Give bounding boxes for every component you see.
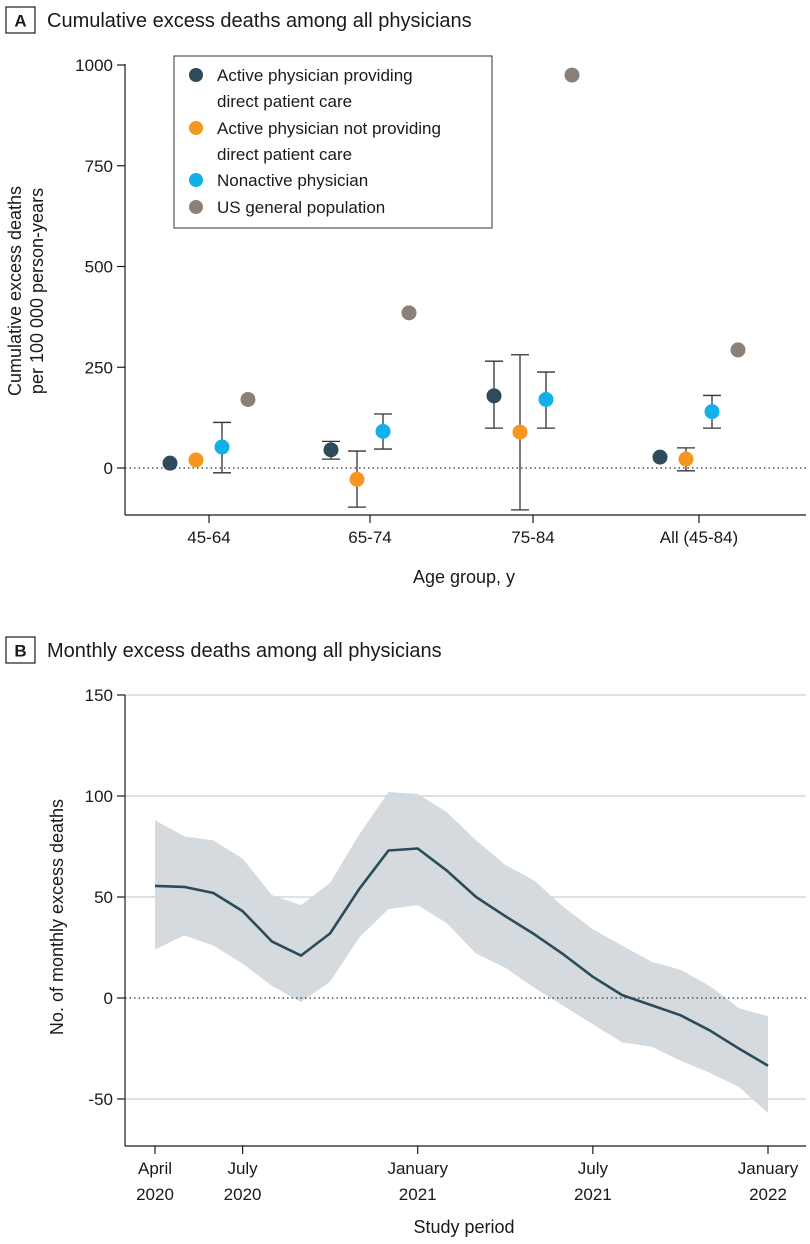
legend-label-active-not-direct-care-line1: Active physician not providing [217, 119, 441, 138]
y-tick-label: 50 [94, 888, 113, 907]
legend-box [173, 55, 493, 229]
panel-b-y-axis-title: No. of monthly excess deaths [47, 799, 67, 1035]
x-tick-label: 2021 [574, 1185, 612, 1204]
y-tick-label: 750 [85, 157, 113, 176]
x-tick-label: July [578, 1159, 609, 1178]
legend-marker-active-direct-care [189, 68, 203, 82]
monthly-excess-deaths-line [154, 847, 769, 1067]
y-tick-label: 100 [85, 787, 113, 806]
panel-a-badge: A [5, 6, 36, 34]
x-tick-label: 2020 [136, 1185, 174, 1204]
x-tick-label: 45-64 [187, 528, 230, 547]
data-point [564, 67, 580, 83]
data-point [512, 424, 528, 440]
legend-label-active-not-direct-care-line2: direct patient care [217, 145, 352, 164]
data-point [349, 471, 365, 487]
y-tick-label: 500 [85, 258, 113, 277]
x-tick-label: January [387, 1159, 448, 1178]
data-point [486, 388, 502, 404]
data-point [162, 455, 178, 471]
legend-label-us-general-population: US general population [217, 198, 385, 217]
legend-label-active-direct-care-line2: direct patient care [217, 92, 352, 111]
data-point [678, 451, 694, 467]
x-tick-label: 75-84 [511, 528, 554, 547]
data-point [401, 305, 417, 321]
x-tick-label: July [227, 1159, 258, 1178]
panel-a-y-axis-title-line1: Cumulative excess deaths [5, 186, 25, 396]
panel-b-plot: -50 0 50 100 150 April 2020 July 2020 January 2021… [85, 686, 806, 1204]
confidence-band [155, 792, 768, 1114]
y-tick-label: 0 [104, 989, 113, 1008]
x-tick-label: January [738, 1159, 799, 1178]
panel-a-title: Cumulative excess deaths among all physi… [47, 10, 472, 32]
legend-label-nonactive: Nonactive physician [217, 171, 368, 190]
data-point [214, 439, 230, 455]
y-tick-label: 1000 [75, 56, 113, 75]
x-tick-label: 2020 [224, 1185, 262, 1204]
x-tick-label: April [138, 1159, 172, 1178]
data-point [188, 452, 204, 468]
legend-marker-active-not-direct-care [189, 121, 203, 135]
y-tick-label: 250 [85, 358, 113, 377]
panel-a-letter: A [14, 12, 26, 31]
panel-b-letter: B [14, 642, 26, 661]
panel-b-badge: B [5, 636, 36, 664]
data-point [538, 391, 554, 407]
panel-a: A Cumulative excess deaths among all phy… [5, 6, 806, 587]
panel-a-legend: Active physician providing direct patien… [173, 55, 493, 229]
data-point [240, 391, 256, 407]
legend-marker-nonactive [189, 173, 203, 187]
data-point [323, 442, 339, 458]
y-tick-label: -50 [88, 1090, 113, 1109]
legend-label-active-direct-care-line1: Active physician providing [217, 66, 413, 85]
panel-b-x-axis-title: Study period [413, 1217, 514, 1237]
y-tick-label: 0 [104, 459, 113, 478]
x-tick-label: 2021 [399, 1185, 437, 1204]
x-tick-label: All (45-84) [660, 528, 738, 547]
data-point [375, 423, 391, 439]
panel-a-y-axis-title-line2: per 100 000 person-years [27, 188, 47, 394]
panel-b: B Monthly excess deaths among all physic… [5, 636, 806, 1237]
panel-b-title: Monthly excess deaths among all physicia… [47, 640, 442, 662]
x-tick-label: 2022 [749, 1185, 787, 1204]
panel-a-plot: 0 250 500 750 1000 45-64 65-74 75-84 All (45-84) [75, 56, 806, 547]
y-tick-label: 150 [85, 686, 113, 705]
panel-a-x-axis-title: Age group, y [413, 567, 515, 587]
data-point [704, 404, 720, 420]
data-point [730, 342, 746, 358]
legend-marker-us-general-population [189, 200, 203, 214]
data-point [652, 449, 668, 465]
x-tick-label: 65-74 [348, 528, 391, 547]
